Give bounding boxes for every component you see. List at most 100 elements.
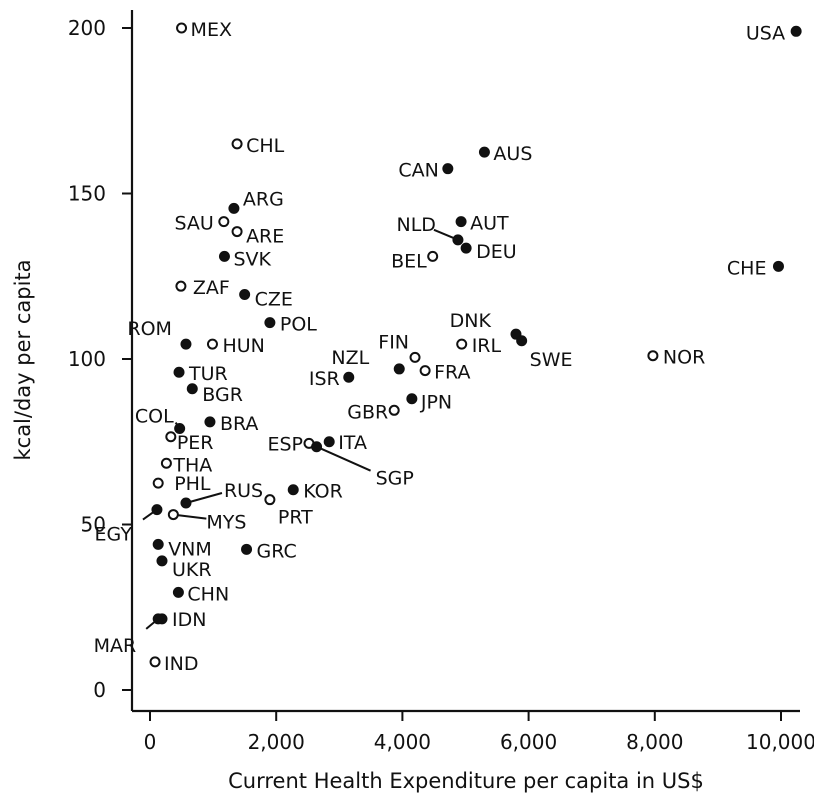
point-label-arg: ARG [243, 188, 284, 210]
point-irl [456, 338, 468, 350]
point-label-can: CAN [398, 160, 438, 182]
point-tha [160, 457, 172, 469]
point-pol [264, 317, 276, 329]
point-label-ita: ITA [338, 432, 367, 454]
point-label-col: COL [135, 406, 174, 428]
point-jpn [406, 393, 418, 405]
point-nld [452, 234, 464, 246]
y-tick-label: 200 [68, 16, 106, 40]
x-tick-label: 10,000 [746, 730, 814, 754]
x-tick-label: 2,000 [248, 730, 305, 754]
point-bra [204, 416, 216, 428]
point-label-tha: THA [172, 454, 212, 476]
point-rom [180, 338, 192, 350]
point-prt [264, 494, 276, 506]
point-egy [151, 504, 163, 516]
point-vnm [152, 538, 164, 550]
point-label-mar: MAR [94, 635, 137, 657]
point-label-sgp: SGP [376, 468, 414, 490]
point-aut [455, 216, 467, 228]
point-label-fin: FIN [378, 331, 409, 353]
point-label-hun: HUN [222, 335, 264, 357]
point-label-dnk: DNK [450, 310, 492, 332]
x-tick-label: 6,000 [500, 730, 557, 754]
point-label-are: ARE [246, 226, 284, 248]
point-sgp [311, 441, 323, 453]
point-label-gbr: GBR [347, 401, 388, 423]
x-tick-label: 4,000 [374, 730, 431, 754]
point-mex [176, 22, 188, 34]
point-label-prt: PRT [278, 507, 313, 529]
point-phl [152, 477, 164, 489]
point-label-esp: ESP [267, 433, 303, 455]
point-tur [173, 366, 185, 378]
point-label-bra: BRA [220, 413, 258, 435]
point-per [165, 431, 177, 443]
point-label-sau: SAU [174, 213, 213, 235]
point-label-aut: AUT [470, 213, 509, 235]
point-labels: USA MEX CHL AUS CAN ARG SAU AUT ARE NLD DEU SVK BEL C… [94, 19, 786, 675]
point-label-phl: PHL [174, 473, 211, 495]
point-can [442, 163, 454, 175]
point-label-nzl: NZL [331, 347, 369, 369]
point-isr [343, 371, 355, 383]
point-label-grc: GRC [257, 540, 297, 562]
point-label-cze: CZE [255, 288, 293, 310]
point-fra [419, 365, 431, 377]
point-mys [167, 509, 179, 521]
point-label-rus: RUS [224, 480, 263, 502]
point-are [231, 226, 243, 238]
point-label-che: CHE [727, 257, 767, 279]
point-zaf [175, 280, 187, 292]
point-fin [409, 351, 421, 363]
point-nor [647, 350, 659, 362]
point-che [772, 260, 784, 272]
point-chl [231, 138, 243, 150]
point-bgr [186, 383, 198, 395]
point-label-chl: CHL [246, 135, 285, 157]
point-label-vnm: VNM [168, 538, 212, 560]
point-swe [516, 335, 528, 347]
point-svk [218, 250, 230, 262]
point-label-pol: POL [280, 314, 317, 336]
point-label-tur: TUR [188, 363, 228, 385]
point-hun [206, 338, 218, 350]
leader-line-rus [185, 492, 223, 504]
y-tick-label: 150 [68, 182, 106, 206]
point-arg [228, 202, 240, 214]
leader-line-sgp [316, 445, 371, 472]
y-tick-label: 100 [68, 347, 106, 371]
x-tick-label: 0 [144, 730, 157, 754]
point-label-fra: FRA [434, 362, 470, 384]
point-label-isr: ISR [309, 368, 340, 390]
point-label-rom: ROM [127, 318, 172, 340]
point-mar [152, 613, 164, 625]
point-label-idn: IDN [172, 609, 206, 631]
point-ind [149, 656, 161, 668]
point-rus [180, 497, 192, 509]
point-label-egy: EGY [95, 524, 133, 546]
point-label-per: PER [177, 432, 214, 454]
point-cze [239, 288, 251, 300]
point-col [174, 423, 186, 435]
point-nzl [393, 363, 405, 375]
axes: 0 50 100 150 200 0 2,000 4,000 6,000 8,000 10,000 [68, 10, 814, 754]
point-label-usa: USA [746, 22, 785, 44]
point-label-ukr: UKR [172, 559, 212, 581]
point-label-bel: BEL [391, 250, 427, 272]
point-deu [460, 242, 472, 254]
x-tick-label: 8,000 [626, 730, 683, 754]
point-label-chn: CHN [187, 583, 229, 605]
point-ita [323, 436, 335, 448]
point-label-nld: NLD [396, 214, 435, 236]
point-label-nor: NOR [663, 347, 705, 369]
point-label-bgr: BGR [202, 384, 243, 406]
chart-marks [142, 22, 802, 668]
point-label-svk: SVK [233, 248, 271, 270]
point-label-jpn: JPN [420, 392, 452, 414]
y-tick-label: 0 [93, 678, 106, 702]
point-label-ind: IND [164, 653, 198, 675]
point-label-swe: SWE [530, 349, 573, 371]
point-gbr [388, 404, 400, 416]
point-ukr [156, 555, 168, 567]
